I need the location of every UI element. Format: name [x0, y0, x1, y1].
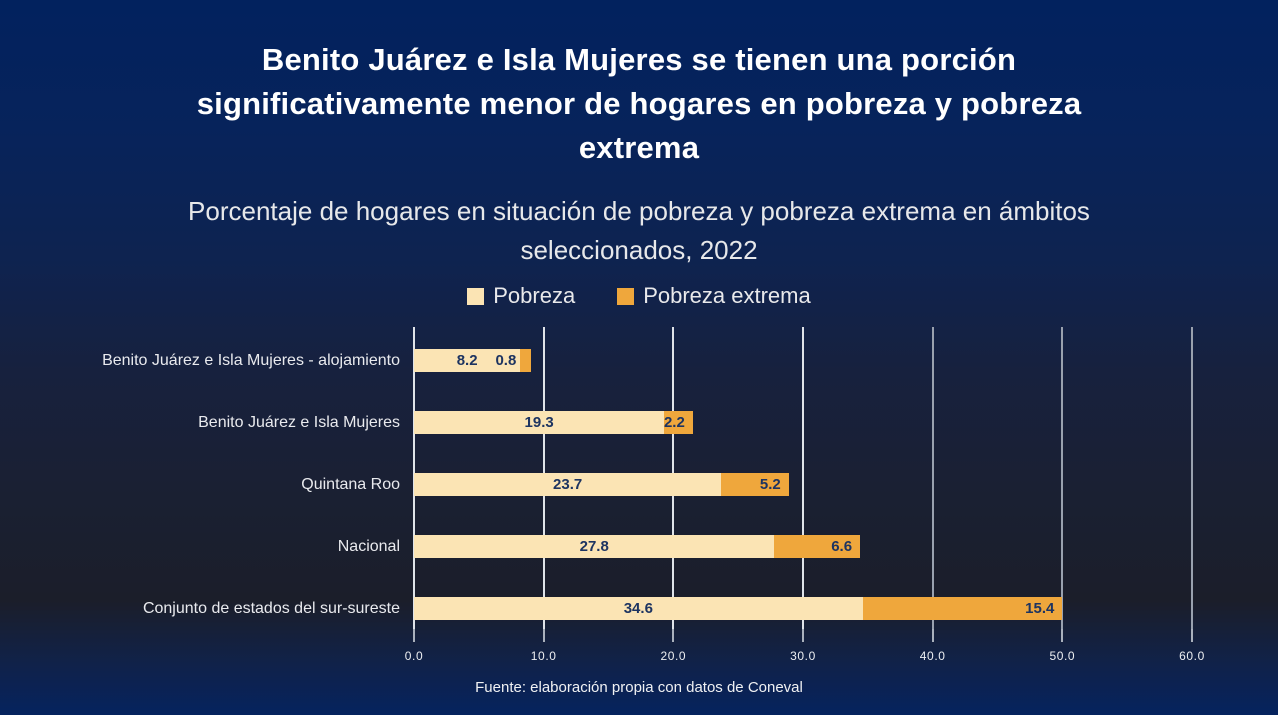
bar-pobreza: 8.2	[414, 349, 521, 372]
gridline	[1061, 327, 1064, 641]
bar-pobreza: 27.8	[414, 535, 775, 558]
bar-pobreza: 19.3	[414, 411, 665, 434]
legend-swatch-icon	[467, 287, 485, 305]
axis-tick-icon	[413, 629, 415, 642]
axis-tick-label: 40.0	[919, 649, 946, 663]
axis-tick-label: 50.0	[1049, 649, 1076, 663]
category-label: Nacional	[337, 537, 400, 555]
legend-label: Pobreza extrema	[643, 283, 811, 308]
axis-tick-icon	[1061, 629, 1064, 642]
axis-tick-label: 60.0	[1179, 649, 1205, 663]
value-label-pobreza: 27.8	[579, 538, 609, 555]
axis-tick-icon	[542, 629, 545, 642]
chart-subtitle: Porcentaje de hogares en situación de po…	[188, 196, 1090, 265]
bar-pobreza-extrema	[774, 535, 861, 558]
category-label: Benito Juárez e Isla Mujeres	[198, 413, 400, 431]
bar-pobreza: 34.6	[414, 597, 863, 620]
value-label-pobreza: 8.2	[456, 352, 478, 369]
bar-pobreza-extrema	[721, 473, 789, 496]
page-title: Benito Juárez e Isla Mujeres se tienen u…	[196, 42, 1082, 165]
axis-tick-icon	[1191, 629, 1193, 642]
legend: Pobreza Pobreza extrema	[0, 283, 1278, 309]
value-label-pobreza-extrema: 2.2	[663, 414, 685, 431]
source-note: Fuente: elaboración propia con datos de …	[475, 679, 803, 696]
value-label-pobreza: 23.7	[553, 476, 583, 493]
bar-pobreza: 23.7	[414, 473, 722, 496]
gridline	[931, 327, 934, 641]
gridline	[802, 327, 804, 641]
value-label-pobreza-extrema: 0.8	[495, 352, 517, 369]
legend-item: Pobreza	[467, 283, 575, 309]
axis-tick-icon	[931, 629, 934, 642]
legend-label: Pobreza	[493, 283, 576, 308]
axis-tick-icon	[802, 629, 804, 642]
bar-pobreza-extrema	[520, 349, 531, 372]
category-label: Benito Juárez e Isla Mujeres - alojamien…	[102, 351, 400, 369]
category-label: Conjunto de estados del sur-sureste	[142, 599, 400, 617]
legend-item: Pobreza extrema	[617, 283, 811, 309]
gridline	[1191, 327, 1193, 641]
category-label: Quintana Roo	[301, 475, 400, 493]
axis-tick-label: 0.0	[404, 649, 424, 663]
axis-tick-label: 30.0	[790, 649, 816, 663]
axis-tick-label: 10.0	[530, 649, 557, 663]
value-label-pobreza: 34.6	[623, 600, 653, 617]
value-label-pobreza-extrema: 5.2	[759, 476, 781, 493]
legend-swatch-icon	[617, 287, 635, 305]
value-label-pobreza-extrema: 6.6	[831, 538, 853, 555]
value-label-pobreza-extrema: 15.4	[1025, 600, 1055, 617]
axis-tick-icon	[672, 629, 675, 642]
value-label-pobreza: 19.3	[524, 414, 554, 431]
bar-pobreza-extrema	[664, 411, 693, 434]
axis-tick-label: 20.0	[660, 649, 687, 663]
bar-pobreza-extrema	[862, 597, 1063, 620]
